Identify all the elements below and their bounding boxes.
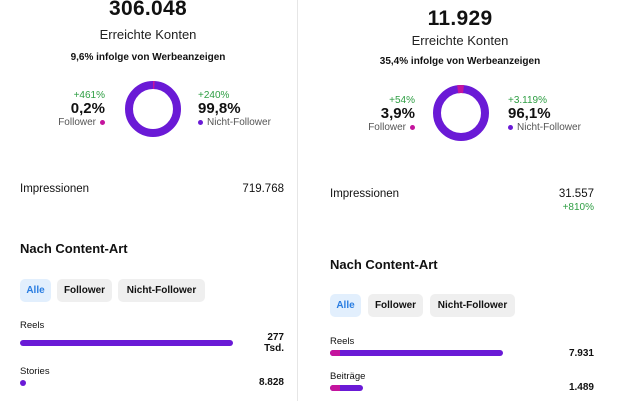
non-follower-legend-label: Nicht-Follower bbox=[517, 122, 581, 133]
bar-label-reels: Reels bbox=[20, 320, 45, 331]
non-follower-delta: +3.119% bbox=[508, 95, 548, 106]
follower-dot-icon bbox=[100, 120, 105, 125]
non-follower-delta: +240% bbox=[198, 90, 230, 101]
audience-donut bbox=[433, 85, 489, 141]
right-insights-panel: 11.929 Erreichte Konten 35,4% infolge vo… bbox=[300, 0, 638, 401]
follower-legend-label: Follower bbox=[58, 117, 96, 128]
follower-legend: Follower bbox=[58, 117, 105, 128]
bar-reels-follower-segment bbox=[330, 350, 340, 356]
non-follower-dot-icon bbox=[508, 125, 513, 130]
content-type-title: Nach Content-Art bbox=[20, 241, 128, 256]
filter-chip-non-follower[interactable]: Nicht-Follower bbox=[430, 294, 515, 317]
donut-follower-segment bbox=[125, 81, 181, 137]
panel-divider bbox=[297, 0, 298, 401]
reach-value: 306.048 bbox=[108, 0, 187, 20]
impressions-label: Impressionen bbox=[20, 183, 90, 195]
donut-non-follower-segment bbox=[125, 81, 181, 137]
bar-posts-follower-segment bbox=[330, 385, 340, 391]
audience-donut bbox=[125, 81, 181, 137]
impressions-value: 719.768 bbox=[242, 183, 284, 195]
bar-reels bbox=[20, 340, 233, 346]
filter-chip-follower[interactable]: Follower bbox=[57, 279, 112, 302]
filter-chip-all[interactable]: Alle bbox=[330, 294, 361, 317]
follower-legend-label: Follower bbox=[368, 122, 406, 133]
bar-value-reels: 7.931 bbox=[568, 348, 594, 359]
impressions-delta: +810% bbox=[562, 202, 594, 213]
non-follower-percent: 99,8% bbox=[198, 100, 241, 117]
donut-non-follower-segment bbox=[433, 85, 489, 141]
filter-chip-all[interactable]: Alle bbox=[20, 279, 51, 302]
donut-follower-segment bbox=[433, 85, 489, 141]
non-follower-percent: 96,1% bbox=[508, 105, 551, 122]
filter-chip-follower[interactable]: Follower bbox=[368, 294, 423, 317]
non-follower-legend: Nicht-Follower bbox=[508, 122, 581, 133]
bar-value-posts: 1.489 bbox=[568, 382, 594, 393]
bar-label-posts: Beiträge bbox=[330, 371, 366, 382]
non-follower-legend-label: Nicht-Follower bbox=[207, 117, 271, 128]
bar-value-stories: 8.828 bbox=[258, 377, 284, 388]
ads-share-text: 35,4% infolge von Werbeanzeigen bbox=[379, 56, 541, 67]
bar-label-reels: Reels bbox=[330, 336, 355, 347]
ads-share-text: 9,6% infolge von Werbeanzeigen bbox=[70, 52, 226, 63]
follower-delta: +54% bbox=[389, 95, 415, 106]
reach-label: Erreichte Konten bbox=[99, 27, 197, 42]
reach-value: 11.929 bbox=[427, 7, 493, 30]
follower-percent: 0,2% bbox=[70, 100, 105, 117]
follower-legend: Follower bbox=[368, 122, 415, 133]
bar-value-reels: 277 Tsd. bbox=[264, 332, 284, 354]
follower-delta: +461% bbox=[73, 90, 105, 101]
impressions-label: Impressionen bbox=[330, 188, 400, 200]
bar-value-reels-number: 277 bbox=[267, 332, 284, 343]
bar-reels bbox=[330, 350, 503, 356]
follower-percent: 3,9% bbox=[380, 105, 415, 122]
bar-label-stories: Stories bbox=[20, 366, 50, 377]
filter-chip-non-follower[interactable]: Nicht-Follower bbox=[118, 279, 205, 302]
bar-stories bbox=[20, 380, 26, 386]
content-type-title: Nach Content-Art bbox=[330, 257, 438, 272]
follower-dot-icon bbox=[410, 125, 415, 130]
non-follower-dot-icon bbox=[198, 120, 203, 125]
left-insights-panel: 306.048 Erreichte Konten 9,6% infolge vo… bbox=[0, 0, 296, 401]
bar-value-reels-unit: Tsd. bbox=[264, 343, 284, 354]
bar-posts bbox=[330, 385, 363, 391]
reach-label: Erreichte Konten bbox=[411, 33, 509, 48]
non-follower-legend: Nicht-Follower bbox=[198, 117, 271, 128]
impressions-value: 31.557 bbox=[558, 188, 594, 200]
